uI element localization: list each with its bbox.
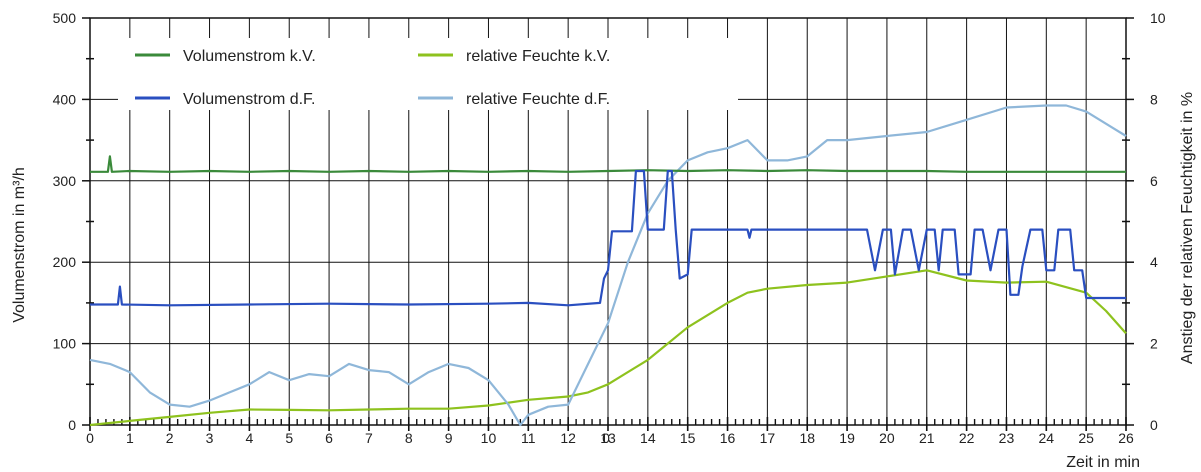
x-tick-label: 3 bbox=[206, 430, 214, 446]
x-tick-label: 18 bbox=[799, 430, 815, 446]
x-tick-label: 24 bbox=[1039, 430, 1055, 446]
x-tick-label: 14 bbox=[640, 430, 656, 446]
legend-label-feuchte-kv: relative Feuchte k.V. bbox=[466, 48, 610, 65]
x-tick-label: 9 bbox=[445, 430, 453, 446]
y2-tick-label: 8 bbox=[1150, 91, 1158, 107]
y-axis-title: Volumenstrom in m³/h bbox=[11, 167, 28, 323]
y-tick-label: 200 bbox=[53, 254, 77, 270]
y2-tick-label: 6 bbox=[1150, 173, 1158, 189]
y-tick-label: 0 bbox=[68, 417, 76, 433]
x-tick-label: 22 bbox=[959, 430, 975, 446]
x-axis-title: Zeit in min bbox=[1066, 454, 1140, 471]
plot-frame bbox=[89, 17, 1127, 426]
y-tick-label: 500 bbox=[53, 10, 77, 26]
y2-tick-label: 4 bbox=[1150, 254, 1158, 270]
y2-tick-label: 2 bbox=[1150, 336, 1158, 352]
x-tick-label: 10 bbox=[481, 430, 497, 446]
x-tick-label: 16 bbox=[720, 430, 736, 446]
series-line-volumenstrom-k-v- bbox=[90, 155, 1126, 173]
series-lines bbox=[89, 104, 1127, 427]
x-tick-label: 2 bbox=[166, 430, 174, 446]
x-tick-label: 17 bbox=[760, 430, 776, 446]
x-tick-label: 23 bbox=[999, 430, 1015, 446]
x-tick-label: 21 bbox=[919, 430, 935, 446]
axes bbox=[82, 17, 1134, 431]
x-tick-label: 6 bbox=[325, 430, 333, 446]
x-axis-extra-zero-label: 0 bbox=[602, 430, 610, 446]
x-tick-label: 19 bbox=[839, 430, 855, 446]
x-tick-label: 1 bbox=[126, 430, 134, 446]
legend-label-volumenstrom-kv: Volumenstrom k.V. bbox=[183, 48, 316, 65]
y-tick-label: 100 bbox=[53, 336, 77, 352]
y-tick-label: 300 bbox=[53, 173, 77, 189]
legend: Volumenstrom k.V. Volumenstrom d.F. rela… bbox=[118, 38, 738, 110]
y-tick-label: 400 bbox=[53, 91, 77, 107]
x-tick-label: 11 bbox=[521, 430, 536, 446]
x-tick-label: 7 bbox=[365, 430, 373, 446]
x-tick-label: 8 bbox=[405, 430, 413, 446]
series-line-relative-feuchte-d-f- bbox=[89, 104, 1127, 427]
y2-tick-label: 10 bbox=[1150, 10, 1166, 26]
x-tick-label: 26 bbox=[1118, 430, 1134, 446]
tick-labels: 0 1 2 3 4 5 6 7 8 9 10 11 12 13 14 15 16 17 18 19 20 21 22 23 24… bbox=[53, 10, 1166, 446]
legend-label-feuchte-df: relative Feuchte d.F. bbox=[466, 91, 610, 108]
x-tick-label: 13 bbox=[600, 430, 616, 446]
y2-axis-title: Anstieg der relativen Feuchtigkeit in % bbox=[1179, 92, 1196, 364]
legend-label-volumenstrom-df: Volumenstrom d.F. bbox=[183, 91, 316, 108]
x-tick-label: 12 bbox=[560, 430, 576, 446]
x-tick-label: 0 bbox=[86, 430, 94, 446]
x-tick-label: 4 bbox=[245, 430, 253, 446]
x-tick-label: 25 bbox=[1078, 430, 1094, 446]
x-tick-label: 5 bbox=[285, 430, 293, 446]
y2-tick-label: 0 bbox=[1150, 417, 1158, 433]
x-tick-label: 20 bbox=[879, 430, 895, 446]
series-line-relative-feuchte-k-v- bbox=[89, 269, 1127, 427]
series-line-volumenstrom-d-f- bbox=[90, 169, 1126, 307]
x-tick-label: 15 bbox=[680, 430, 696, 446]
